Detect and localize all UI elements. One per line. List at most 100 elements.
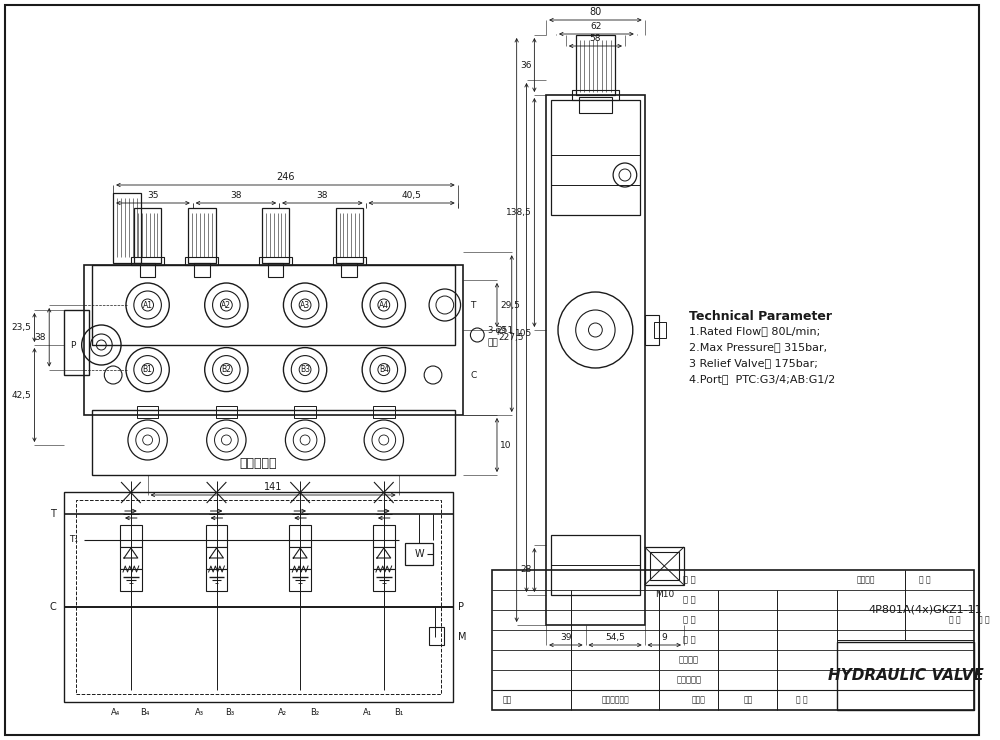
Bar (645, 547, 684, 585)
Text: A₃: A₃ (195, 708, 204, 717)
Bar (373, 406, 395, 418)
Text: P: P (458, 602, 464, 612)
Bar (137, 406, 158, 418)
Bar (113, 193, 141, 263)
Text: 3-φ9: 3-φ9 (487, 326, 506, 334)
Bar (341, 263, 357, 277)
Bar (572, 90, 619, 100)
Bar (289, 525, 311, 547)
Bar (131, 257, 164, 265)
Text: 日期: 日期 (743, 696, 753, 704)
Text: 10: 10 (500, 440, 511, 449)
Bar (64, 310, 89, 375)
Bar (405, 543, 433, 565)
Bar (206, 547, 227, 569)
Bar (84, 265, 463, 415)
Text: 工艺检查: 工艺检查 (679, 656, 699, 665)
Bar (289, 547, 311, 569)
Text: P: P (70, 340, 76, 349)
Text: 38: 38 (230, 191, 242, 200)
Text: 校 对: 校 对 (683, 636, 695, 645)
Text: 105: 105 (515, 329, 532, 338)
Bar (650, 552, 679, 580)
Text: 42,5: 42,5 (12, 391, 31, 400)
Bar (373, 525, 395, 547)
Bar (92, 410, 455, 475)
Text: B1: B1 (143, 365, 153, 374)
Text: C: C (470, 371, 477, 380)
Text: 38: 38 (35, 333, 46, 342)
Text: B2: B2 (221, 365, 231, 374)
Text: W: W (414, 549, 424, 559)
Text: 更改内容说明: 更改内容说明 (601, 696, 629, 704)
Bar (185, 257, 218, 265)
Text: 38: 38 (317, 191, 328, 200)
Bar (429, 627, 444, 645)
Bar (262, 208, 289, 263)
Text: 重 量: 重 量 (919, 576, 931, 585)
Bar (645, 315, 659, 345)
Text: 1.Rated Flow： 80L/min;: 1.Rated Flow： 80L/min; (689, 326, 820, 336)
Text: 62: 62 (591, 22, 602, 31)
Text: 2.Max Pressure： 315bar,: 2.Max Pressure： 315bar, (689, 342, 827, 352)
Text: B₁: B₁ (394, 708, 403, 717)
Text: M10: M10 (655, 590, 674, 599)
Text: C: C (49, 602, 56, 612)
Bar (140, 263, 155, 277)
Text: 4P801A(4x)GKZ1-11: 4P801A(4x)GKZ1-11 (868, 604, 982, 614)
Text: 审 核: 审 核 (796, 696, 808, 704)
Text: 标准化检查: 标准化检查 (676, 676, 701, 684)
Bar (579, 97, 612, 113)
Text: B₂: B₂ (310, 708, 319, 717)
Text: 图样标记: 图样标记 (857, 576, 875, 585)
Bar (576, 35, 615, 95)
Text: T: T (470, 300, 476, 309)
Bar (336, 208, 363, 263)
Bar (206, 569, 227, 591)
Bar (289, 569, 311, 591)
Bar (206, 525, 227, 547)
Text: M: M (458, 632, 466, 642)
Text: A4: A4 (379, 300, 389, 309)
Text: 40,5: 40,5 (402, 191, 422, 200)
Text: 23,5: 23,5 (12, 323, 31, 332)
Bar (120, 547, 142, 569)
Bar (134, 208, 161, 263)
Text: 141: 141 (264, 482, 282, 492)
Text: 描 边: 描 边 (683, 616, 695, 625)
Text: 39: 39 (560, 633, 572, 642)
Bar (551, 100, 640, 215)
Text: A2: A2 (221, 300, 231, 309)
Bar (333, 257, 366, 265)
Text: 138,5: 138,5 (506, 208, 531, 217)
Text: A₁: A₁ (363, 708, 372, 717)
Text: T: T (50, 509, 56, 519)
Text: B4: B4 (379, 365, 389, 374)
Text: B3: B3 (300, 365, 310, 374)
Bar (373, 547, 395, 569)
Bar (492, 570, 974, 710)
Text: 4.Port：  PTC:G3/4;AB:G1/2: 4.Port： PTC:G3/4;AB:G1/2 (689, 374, 835, 384)
Text: 29,5: 29,5 (500, 300, 520, 309)
Text: 246: 246 (276, 172, 295, 182)
Bar (546, 95, 645, 625)
Text: B₃: B₃ (225, 708, 234, 717)
Text: 35: 35 (147, 191, 159, 200)
Text: 设 计: 设 计 (683, 576, 695, 585)
Text: 28: 28 (520, 565, 531, 574)
Bar (120, 525, 142, 547)
Text: 251: 251 (497, 326, 514, 334)
Text: HYDRAULIC VALVE: HYDRAULIC VALVE (828, 667, 983, 682)
Bar (373, 569, 395, 591)
Text: Technical Parameter: Technical Parameter (689, 310, 832, 323)
Bar (268, 263, 283, 277)
Text: T₁: T₁ (69, 536, 78, 545)
Text: 9: 9 (661, 633, 667, 642)
Text: 80: 80 (589, 7, 602, 17)
Bar (837, 642, 974, 710)
Bar (188, 208, 216, 263)
Bar (654, 322, 666, 338)
Bar (76, 500, 441, 694)
Text: A1: A1 (143, 300, 153, 309)
Text: A₂: A₂ (278, 708, 287, 717)
